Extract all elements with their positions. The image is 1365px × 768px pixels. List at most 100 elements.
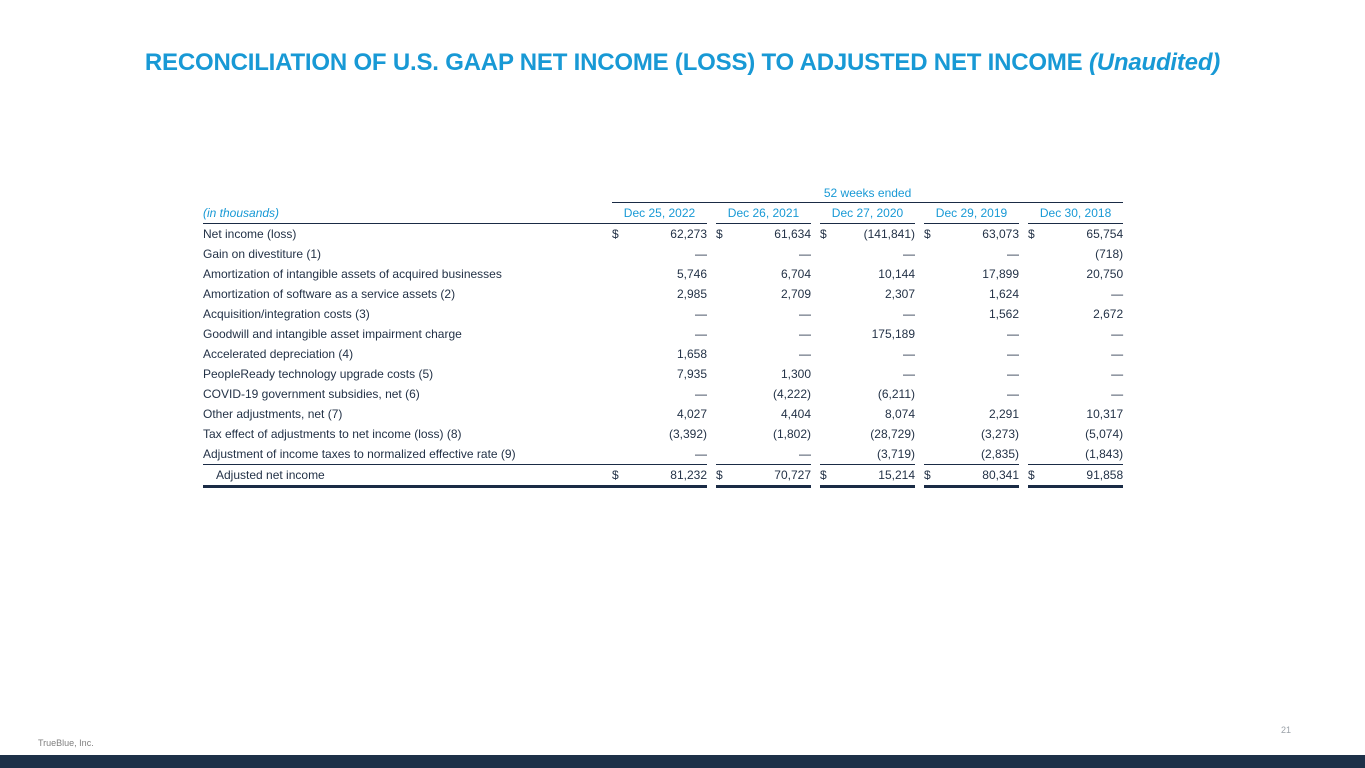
column-gap	[811, 304, 820, 324]
dollar-sign: $	[1028, 227, 1035, 241]
cell-value: —	[695, 247, 707, 261]
dollar-sign	[716, 264, 734, 284]
cell-value: 91,858	[1046, 464, 1124, 488]
cell-value: (6,211)	[877, 387, 915, 401]
dollar-sign	[820, 264, 838, 284]
footer-bar	[0, 755, 1365, 768]
table-row: Amortization of software as a service as…	[203, 284, 1123, 304]
dollar-sign	[716, 324, 734, 344]
column-gap	[707, 424, 716, 444]
cell-value: 1,562	[988, 307, 1019, 321]
dollar-sign	[820, 344, 838, 364]
cell-value: 2,709	[780, 287, 811, 301]
cell-value: —	[1111, 367, 1124, 381]
cell-value: 1,300	[780, 367, 811, 381]
dollar-sign	[820, 324, 838, 344]
column-gap	[1019, 344, 1028, 364]
column-gap	[707, 444, 716, 465]
cell-value: (141,841)	[863, 227, 915, 241]
dollar-sign	[716, 364, 734, 384]
dollar-sign	[820, 364, 838, 384]
row-label: Amortization of intangible assets of acq…	[203, 267, 502, 281]
dollar-sign	[612, 424, 630, 444]
cell-value: 63,073	[982, 227, 1019, 241]
column-gap	[811, 465, 820, 487]
cell-value: —	[695, 387, 707, 401]
column-gap	[811, 244, 820, 264]
cell-value: (2,835)	[980, 447, 1019, 461]
column-gap	[915, 344, 924, 364]
dollar-sign	[716, 424, 734, 444]
cell-value: (1,802)	[772, 427, 811, 441]
dollar-sign	[716, 384, 734, 404]
row-label: Tax effect of adjustments to net income …	[203, 427, 462, 441]
row-label: Goodwill and intangible asset impairment…	[203, 327, 462, 341]
row-label: COVID-19 government subsidies, net (6)	[203, 387, 420, 401]
dollar-sign	[612, 324, 630, 344]
dollar-sign	[612, 364, 630, 384]
cell-value: 70,727	[734, 464, 811, 488]
cell-value: (3,273)	[980, 427, 1019, 441]
column-gap	[811, 444, 820, 465]
table-row: Gain on divestiture (1) — — — — (718)	[203, 244, 1123, 264]
row-label: Adjustment of income taxes to normalized…	[203, 447, 516, 461]
reconciliation-table: 52 weeks ended (in thousands) Dec 25, 20…	[203, 184, 1124, 488]
column-gap	[915, 244, 924, 264]
column-header-row: (in thousands) Dec 25, 2022 Dec 26, 2021…	[203, 202, 1124, 224]
column-gap	[811, 344, 820, 364]
dollar-sign	[612, 444, 630, 465]
dollar-sign	[924, 344, 942, 364]
cell-value: —	[903, 247, 915, 261]
dollar-sign: $	[716, 227, 723, 241]
dollar-sign	[612, 404, 630, 424]
column-gap	[1019, 424, 1028, 444]
cell-value: 1,658	[676, 347, 707, 361]
column-gap	[707, 244, 716, 264]
row-label: Other adjustments, net (7)	[203, 407, 343, 421]
dollar-sign	[1028, 384, 1046, 404]
cell-value: 80,341	[942, 464, 1019, 488]
row-label: Amortization of software as a service as…	[203, 287, 456, 301]
cell-value: —	[903, 347, 915, 361]
dollar-sign: $	[820, 227, 827, 241]
row-label: Adjusted net income	[203, 464, 612, 488]
column-gap	[707, 384, 716, 404]
dollar-sign	[1028, 404, 1046, 424]
cell-value: 7,935	[676, 367, 707, 381]
dollar-sign	[716, 444, 734, 465]
column-gap	[915, 384, 924, 404]
cell-value: —	[1111, 347, 1124, 361]
column-gap	[915, 364, 924, 384]
column-gap	[1019, 465, 1028, 487]
column-gap	[811, 264, 820, 284]
cell-value: 2,672	[1093, 307, 1124, 321]
row-label: PeopleReady technology upgrade costs (5)	[203, 367, 434, 381]
column-header-2022: Dec 25, 2022	[612, 202, 707, 224]
cell-value: (3,392)	[668, 427, 707, 441]
dollar-sign: $	[612, 464, 630, 488]
cell-value: 10,144	[878, 267, 915, 281]
group-header: 52 weeks ended	[612, 184, 1124, 203]
column-gap	[915, 304, 924, 324]
table-row: PeopleReady technology upgrade costs (5)…	[203, 364, 1123, 384]
column-gap	[1019, 384, 1028, 404]
cell-value: 20,750	[1086, 267, 1124, 281]
cell-value: —	[695, 307, 707, 321]
column-gap	[1019, 264, 1028, 284]
page-number: 21	[1280, 725, 1291, 735]
column-gap	[1019, 404, 1028, 424]
column-gap	[915, 203, 924, 224]
dollar-sign	[820, 404, 838, 424]
cell-value: —	[1111, 387, 1124, 401]
table-row: Accelerated depreciation (4) 1,658 — — — —	[203, 344, 1123, 364]
column-header-2018: Dec 30, 2018	[1028, 202, 1124, 224]
cell-value: —	[695, 447, 707, 461]
dollar-sign: $	[612, 227, 619, 241]
dollar-sign	[1028, 304, 1046, 324]
dollar-sign	[924, 364, 942, 384]
dollar-sign	[924, 284, 942, 304]
dollar-sign: $	[924, 227, 931, 241]
cell-value: —	[903, 307, 915, 321]
title-text: RECONCILIATION OF U.S. GAAP NET INCOME (…	[144, 49, 1083, 76]
